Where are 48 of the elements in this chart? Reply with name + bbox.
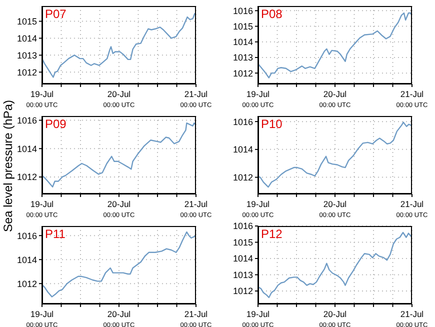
chart-title: P08 [261, 7, 282, 21]
y-tick-label: 1014 [16, 144, 37, 154]
x-tick-label: 20-Jul 00:00 UTC [319, 199, 352, 219]
x-tick-label: 19-Jul 00:00 UTC [242, 309, 274, 327]
x-tick-label: 21-Jul 00:00 UTC [396, 309, 428, 327]
x-tick-label: 21-Jul 00:00 UTC [180, 89, 212, 109]
y-tick-label: 1015 [16, 16, 37, 26]
chart-title: P07 [45, 7, 66, 21]
x-tick-label: 19-Jul 00:00 UTC [26, 89, 58, 109]
x-tick-label: 20-Jul 00:00 UTC [319, 309, 352, 327]
x-tick-label: 19-Jul 00:00 UTC [26, 199, 58, 219]
y-tick-label: 1016 [232, 6, 253, 16]
y-tick-label: 1012 [16, 172, 37, 182]
y-tick-label: 1015 [232, 237, 253, 248]
chart-title: P12 [261, 227, 282, 241]
x-tick-label: 19-Jul 00:00 UTC [242, 89, 274, 109]
y-axis-title: Sea level pressure (hPa) [1, 100, 15, 232]
x-tick-label: 20-Jul 00:00 UTC [103, 199, 136, 219]
y-tick-label: 1016 [232, 116, 253, 127]
y-tick-label: 1013 [232, 52, 253, 63]
y-tick-label: 1016 [16, 115, 37, 126]
chart-title: P09 [45, 117, 66, 131]
x-tick-label: 21-Jul 00:00 UTC [180, 309, 212, 327]
x-tick-label: 20-Jul 00:00 UTC [103, 309, 136, 327]
y-tick-label: 1012 [232, 286, 253, 296]
y-tick-label: 1014 [232, 144, 253, 155]
y-tick-label: 1014 [16, 254, 37, 265]
y-tick-label: 1012 [16, 278, 37, 289]
y-tick-label: 1012 [232, 68, 253, 78]
x-tick-label: 21-Jul 00:00 UTC [180, 199, 212, 219]
chart-title: P11 [45, 227, 66, 241]
y-tick-label: 1013 [16, 50, 37, 60]
y-tick-label: 1016 [232, 221, 253, 232]
y-tick-label: 1013 [232, 270, 253, 280]
y-tick-label: 1016 [16, 230, 37, 241]
y-tick-label: 1014 [16, 33, 37, 44]
y-tick-label: 1015 [232, 21, 253, 32]
x-tick-label: 20-Jul 00:00 UTC [319, 89, 352, 109]
x-tick-label: 19-Jul 00:00 UTC [26, 309, 58, 327]
y-tick-label: 1012 [16, 67, 37, 78]
chart-title: P10 [261, 117, 282, 131]
y-tick-label: 1014 [232, 254, 253, 264]
x-tick-label: 21-Jul 00:00 UTC [396, 89, 428, 109]
x-tick-label: 20-Jul 00:00 UTC [103, 89, 136, 109]
y-tick-label: 1012 [232, 172, 253, 182]
x-tick-label: 19-Jul 00:00 UTC [242, 199, 274, 219]
y-tick-label: 1014 [232, 37, 253, 48]
x-tick-label: 21-Jul 00:00 UTC [396, 199, 428, 219]
